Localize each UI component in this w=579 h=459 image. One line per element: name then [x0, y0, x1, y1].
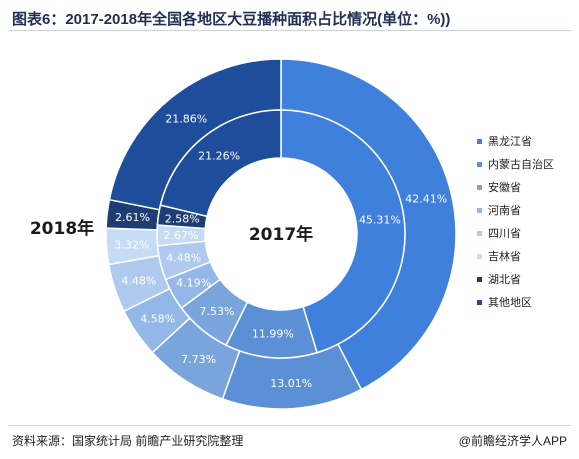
outer-ring-label-1: 13.01% [270, 377, 312, 390]
inner-ring-label-3: 4.19% [176, 277, 211, 290]
legend-swatch-7 [477, 300, 482, 305]
inner-ring-label-0: 45.31% [359, 213, 401, 226]
outer-ring-label-6: 2.61% [115, 211, 150, 224]
legend-swatch-5 [477, 254, 482, 259]
legend-item-4: 四川省 [488, 227, 521, 240]
legend-item-0: 黑龙江省 [488, 135, 532, 148]
legend-item-2: 安徽省 [488, 180, 521, 194]
series-label-2017: 2017年 [249, 224, 313, 245]
outer-ring-label-3: 4.58% [140, 312, 175, 325]
legend-swatch-3 [477, 208, 482, 213]
brand-credit: @前瞻经济学人APP [458, 434, 567, 448]
legend-item-7: 其他地区 [488, 296, 532, 309]
legend-swatch-2 [477, 185, 482, 190]
inner-ring-label-4: 4.48% [166, 251, 201, 264]
outer-ring-label-0: 42.41% [405, 193, 447, 206]
source-note: 资料来源：国家统计局 前瞻产业研究院整理 [12, 434, 244, 448]
inner-ring-label-5: 2.67% [164, 229, 199, 242]
inner-ring-label-2: 7.53% [199, 305, 234, 318]
outer-ring-label-2: 7.73% [181, 353, 216, 366]
chart-title: 图表6：2017-2018年全国各地区大豆播种面积占比情况(单位：%)) [12, 11, 451, 28]
inner-ring-label-7: 21.26% [198, 149, 240, 162]
inner-ring-label-1: 11.99% [252, 328, 294, 341]
outer-ring-label-5: 3.32% [114, 239, 149, 252]
footer-divider [8, 425, 571, 426]
legend-swatch-1 [477, 162, 482, 167]
legend-item-3: 河南省 [488, 204, 521, 217]
legend-item-1: 内蒙古自治区 [488, 157, 554, 171]
inner-ring-slice-0 [280, 109, 406, 354]
outer-ring-label-7: 21.86% [165, 112, 207, 125]
series-label-2018: 2018年 [30, 218, 94, 239]
legend-swatch-4 [477, 231, 482, 236]
legend-swatch-6 [477, 277, 482, 282]
legend-swatch-0 [477, 139, 482, 144]
inner-ring-label-6: 2.58% [165, 213, 200, 226]
inner-ring-slice-7 [159, 109, 282, 218]
legend-item-6: 湖北省 [488, 273, 521, 286]
legend-item-5: 吉林省 [488, 249, 521, 263]
title-divider [8, 30, 571, 31]
outer-ring-label-4: 4.48% [121, 274, 156, 287]
